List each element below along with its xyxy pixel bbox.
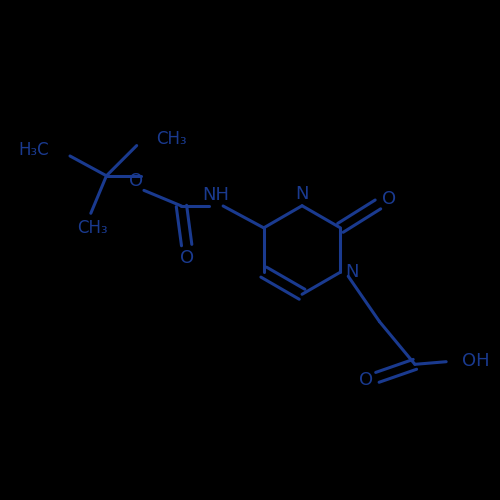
- Text: O: O: [128, 172, 142, 190]
- Text: OH: OH: [462, 352, 489, 370]
- Text: O: O: [359, 371, 373, 389]
- Text: N: N: [296, 186, 309, 204]
- Text: O: O: [180, 249, 194, 267]
- Text: CH₃: CH₃: [78, 219, 108, 237]
- Text: N: N: [345, 263, 358, 281]
- Text: H₃C: H₃C: [18, 140, 49, 158]
- Text: NH: NH: [202, 186, 230, 204]
- Text: CH₃: CH₃: [156, 130, 187, 148]
- Text: O: O: [382, 190, 396, 208]
